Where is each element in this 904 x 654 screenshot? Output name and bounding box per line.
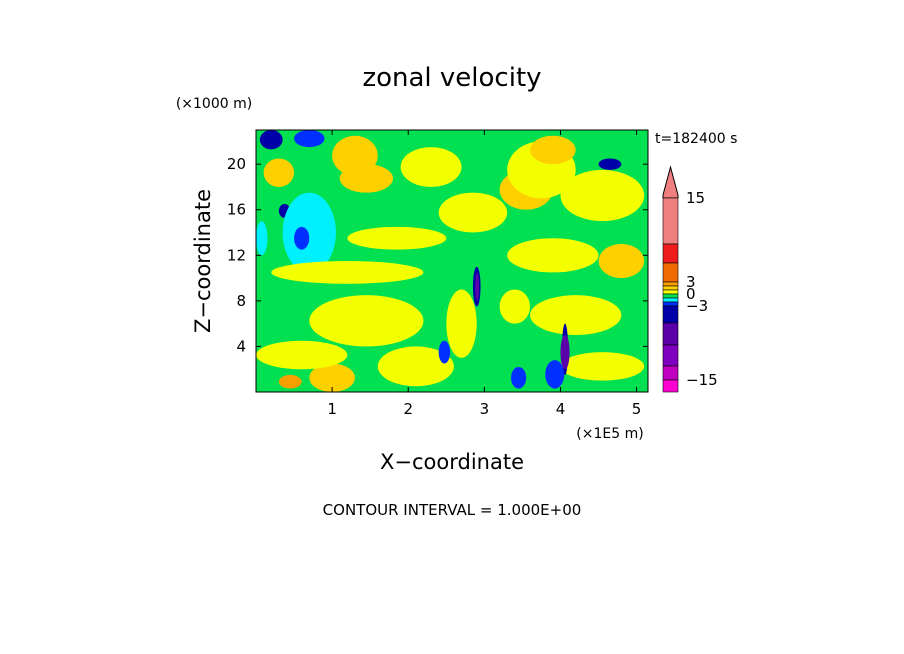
field-region-24 (560, 352, 645, 381)
x-tick-label: 2 (403, 400, 413, 418)
x-tick-label: 4 (556, 400, 566, 418)
field-region-19 (271, 261, 424, 284)
x-unit-label: (×1E5 m) (576, 426, 643, 442)
colorbar-tick-label: 0 (686, 285, 696, 303)
y-tick-label: 8 (236, 292, 246, 310)
field-region-28 (598, 158, 622, 170)
field-region-11 (438, 192, 508, 233)
plot-area (255, 129, 649, 393)
field-region-17 (507, 238, 599, 273)
x-tick-label: 3 (480, 400, 490, 418)
field-region-16 (598, 243, 645, 279)
y-tick-label: 20 (227, 155, 246, 173)
field-region-7 (278, 374, 302, 389)
x-tick-label: 5 (632, 400, 642, 418)
colorbar-band-5 (662, 285, 679, 291)
y-axis-ticks: 4 8 12 16 20 (227, 155, 648, 355)
colorbar-band-12 (662, 344, 679, 367)
field-region-15 (560, 169, 645, 222)
field-region-10 (400, 147, 462, 187)
colorbar-band-6 (662, 289, 679, 295)
colorbar: 15 30−3 −15 (662, 165, 718, 393)
colorbar-band-1 (662, 197, 679, 245)
colorbar-band-4 (662, 281, 679, 287)
colorbar-band-9 (662, 301, 679, 307)
field-region-6 (263, 158, 295, 187)
x-tick-label: 1 (327, 400, 337, 418)
colorbar-band-11 (662, 322, 679, 346)
plot-frame (255, 129, 649, 393)
field-region-21 (256, 340, 348, 370)
field-region-4 (256, 221, 268, 256)
field-region-14 (530, 135, 576, 165)
field-region-9 (332, 135, 378, 176)
colorbar-band-13 (662, 365, 679, 381)
field-region-5 (309, 363, 355, 392)
field-region-3 (282, 192, 336, 273)
contour-interval-label: CONTOUR INTERVAL = 1.000E+00 (323, 501, 582, 519)
time-label: t=182400 s (655, 131, 737, 147)
field-region-23 (530, 295, 622, 336)
field-region-33 (475, 272, 480, 301)
y-tick-label: 16 (227, 201, 246, 219)
field-region-29 (510, 366, 527, 389)
field-region-35 (560, 335, 570, 370)
field-region-0 (259, 130, 283, 150)
colorbar-band-14 (662, 379, 679, 393)
y-tick-label: 4 (236, 337, 246, 355)
field-region-18 (347, 226, 447, 250)
colorbar-band-10 (662, 305, 679, 324)
colorbar-band-2 (662, 243, 679, 264)
colorbar-tick-label: −15 (686, 371, 718, 389)
y-unit-label: (×1000 m) (176, 96, 252, 112)
x-axis-ticks: 1 2 3 4 5 (327, 130, 641, 418)
field-region-31 (438, 340, 451, 364)
field-region-22 (377, 346, 454, 387)
colorbar-band-7 (662, 293, 679, 299)
field-region-20 (309, 295, 424, 347)
colorbar-band-3 (662, 262, 679, 283)
colorbar-tick-label: 3 (686, 273, 696, 291)
field-region-30 (545, 360, 565, 389)
field-region-27 (294, 226, 310, 250)
colorbar-band-0 (662, 165, 679, 199)
x-axis-label: X−coordinate (380, 450, 524, 474)
y-tick-label: 12 (227, 246, 246, 264)
colorbar-band-8 (662, 297, 679, 303)
colorbar-tick-label: 15 (686, 189, 705, 207)
colorbar-tick-label: −3 (686, 297, 708, 315)
y-axis-label: Z−coordinate (191, 189, 215, 333)
field-region-1 (294, 130, 325, 148)
chart-title: zonal velocity (362, 63, 541, 93)
field-region-25 (446, 289, 477, 358)
field-region-26 (499, 289, 531, 324)
